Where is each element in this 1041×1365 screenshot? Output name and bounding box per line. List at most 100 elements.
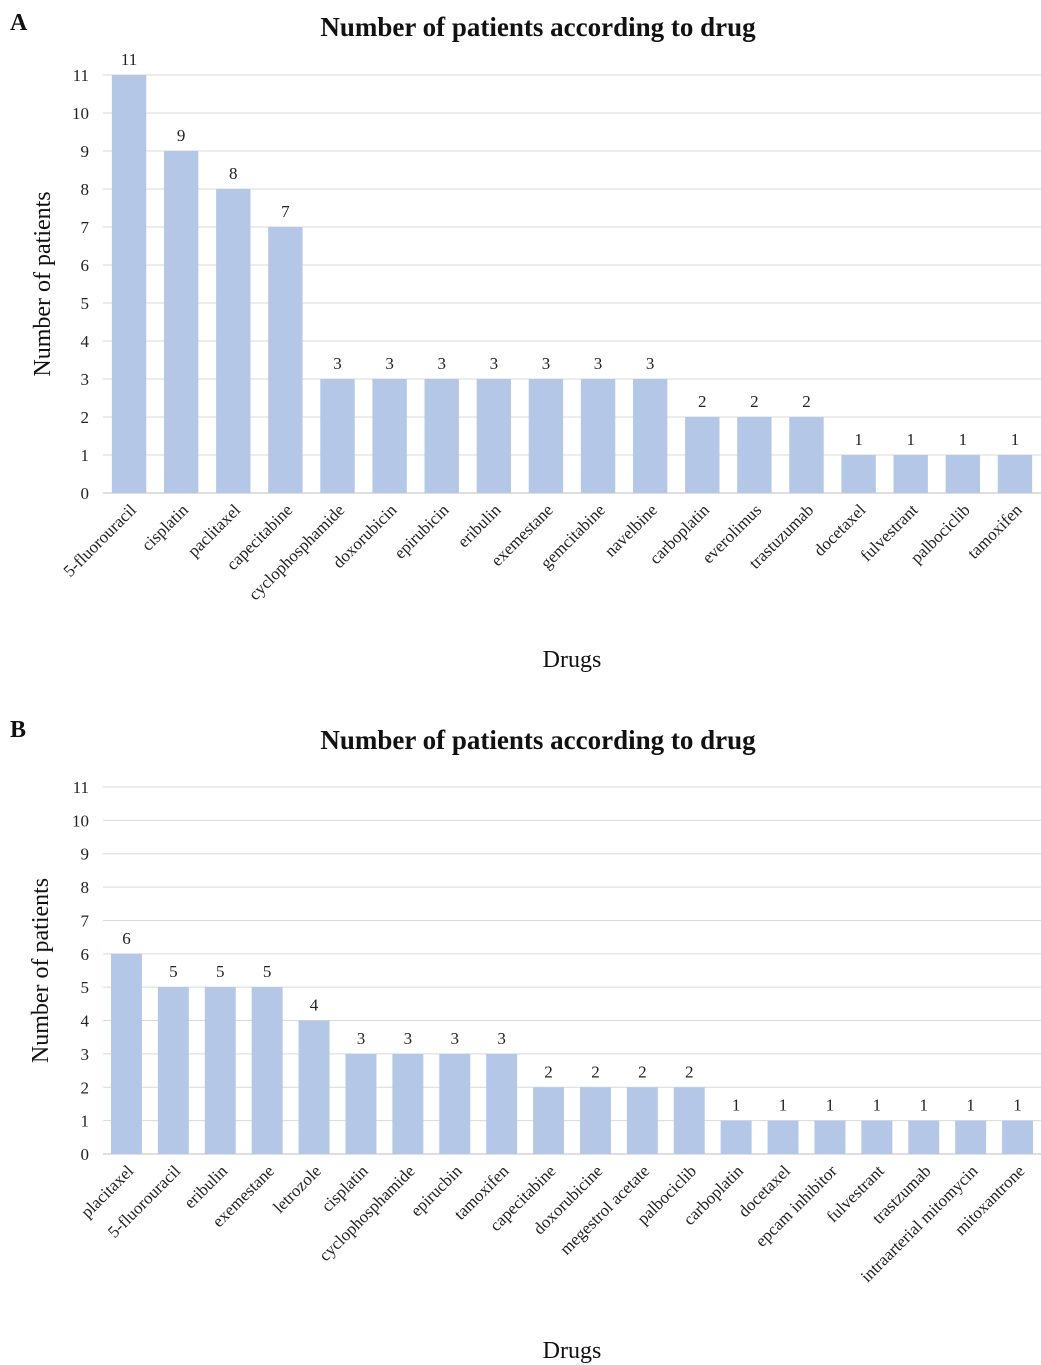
bar bbox=[533, 1087, 565, 1154]
y-tick-label: 9 bbox=[81, 845, 90, 864]
chart-title: Number of patients according to drug bbox=[320, 725, 756, 755]
data-label: 1 bbox=[966, 1096, 975, 1115]
y-tick-label: 7 bbox=[81, 911, 90, 930]
bar bbox=[110, 953, 142, 1154]
y-tick-label: 6 bbox=[81, 945, 90, 964]
data-label: 1 bbox=[826, 1096, 835, 1115]
bar bbox=[841, 455, 876, 493]
data-label: 2 bbox=[685, 1062, 694, 1081]
data-label: 3 bbox=[357, 1029, 366, 1048]
x-axis-label: Drugs bbox=[543, 1338, 602, 1364]
data-label: 1 bbox=[1011, 430, 1020, 449]
bar bbox=[111, 75, 147, 493]
data-label: 8 bbox=[229, 164, 238, 183]
bar bbox=[955, 1120, 987, 1154]
bar bbox=[814, 1120, 846, 1154]
data-label: 5 bbox=[263, 962, 272, 981]
panel-label: A bbox=[10, 10, 28, 36]
bar bbox=[486, 1053, 518, 1154]
data-label: 3 bbox=[594, 354, 603, 373]
data-label: 1 bbox=[854, 430, 863, 449]
y-axis-label: Number of patients bbox=[30, 191, 56, 376]
y-tick-label: 10 bbox=[72, 104, 89, 123]
data-label: 3 bbox=[490, 354, 499, 373]
y-tick-label: 11 bbox=[73, 66, 89, 85]
data-label: 3 bbox=[437, 354, 446, 373]
y-tick-label: 9 bbox=[81, 142, 90, 161]
y-tick-label: 5 bbox=[81, 294, 90, 313]
data-label: 2 bbox=[638, 1062, 647, 1081]
chart-panel-b: B Number of patients according to drug 0… bbox=[0, 705, 1041, 1365]
x-tick-label: cyclophosphamide bbox=[245, 500, 349, 604]
data-label: 1 bbox=[873, 1096, 882, 1115]
bar bbox=[685, 417, 720, 493]
bar bbox=[204, 987, 236, 1154]
x-tick-label: eribulin bbox=[454, 500, 505, 551]
y-tick-label: 6 bbox=[81, 256, 90, 275]
x-tick-label: 5-fluorouracil bbox=[60, 500, 140, 580]
bar bbox=[632, 379, 668, 493]
bar bbox=[157, 987, 189, 1154]
bar bbox=[767, 1120, 799, 1154]
x-tick-label: letrozole bbox=[269, 1161, 324, 1216]
y-tick-label: 3 bbox=[81, 370, 90, 389]
data-label: 1 bbox=[779, 1096, 788, 1115]
data-label: 3 bbox=[451, 1029, 460, 1048]
bar bbox=[163, 151, 199, 493]
data-label: 3 bbox=[497, 1029, 506, 1048]
data-label: 7 bbox=[281, 202, 290, 221]
bar bbox=[580, 379, 616, 493]
data-label: 1 bbox=[906, 430, 915, 449]
x-axis-label: Drugs bbox=[543, 647, 602, 673]
bar bbox=[345, 1053, 377, 1154]
chart-title: Number of patients according to drug bbox=[320, 12, 756, 42]
y-tick-label: 8 bbox=[81, 878, 90, 897]
data-label: 5 bbox=[216, 962, 225, 981]
data-label: 5 bbox=[169, 962, 178, 981]
bar bbox=[216, 189, 251, 493]
data-label: 2 bbox=[750, 392, 759, 411]
bar bbox=[392, 1053, 424, 1154]
y-tick-label: 4 bbox=[81, 1012, 90, 1031]
x-tick-label: epcam inhibitor bbox=[752, 1161, 841, 1250]
bar bbox=[626, 1087, 658, 1154]
bar bbox=[372, 379, 407, 493]
y-tick-label: 1 bbox=[81, 1112, 90, 1131]
data-label: 3 bbox=[333, 354, 342, 373]
data-label: 3 bbox=[404, 1029, 413, 1048]
y-tick-label: 3 bbox=[81, 1045, 90, 1064]
bar bbox=[893, 455, 928, 493]
y-tick-label: 4 bbox=[81, 332, 90, 351]
y-tick-label: 10 bbox=[72, 811, 89, 830]
data-label: 6 bbox=[122, 929, 131, 948]
bar bbox=[320, 379, 355, 493]
y-tick-label: 2 bbox=[81, 408, 90, 427]
data-label: 3 bbox=[646, 354, 655, 373]
panel-label: B bbox=[10, 717, 27, 743]
y-tick-label: 0 bbox=[81, 1145, 90, 1164]
data-label: 1 bbox=[732, 1096, 741, 1115]
data-label: 3 bbox=[542, 354, 551, 373]
bar bbox=[997, 455, 1033, 493]
y-axis-label: Number of patients bbox=[28, 878, 54, 1063]
y-tick-label: 1 bbox=[81, 446, 90, 465]
data-label: 1 bbox=[920, 1096, 929, 1115]
bar bbox=[298, 1020, 330, 1154]
data-label: 2 bbox=[591, 1062, 600, 1081]
y-tick-label: 2 bbox=[81, 1078, 90, 1097]
y-tick-label: 8 bbox=[81, 180, 90, 199]
x-tick-label: epirubicin bbox=[390, 500, 453, 563]
y-tick-label: 5 bbox=[81, 978, 90, 997]
bar bbox=[439, 1053, 471, 1154]
bar bbox=[673, 1087, 705, 1154]
bar bbox=[720, 1120, 752, 1154]
bar bbox=[268, 227, 303, 493]
data-label: 2 bbox=[698, 392, 707, 411]
data-label: 2 bbox=[802, 392, 811, 411]
bar bbox=[579, 1087, 611, 1154]
bar bbox=[476, 379, 512, 493]
data-label: 11 bbox=[121, 50, 137, 69]
bar bbox=[945, 455, 981, 493]
data-label: 9 bbox=[177, 126, 186, 145]
